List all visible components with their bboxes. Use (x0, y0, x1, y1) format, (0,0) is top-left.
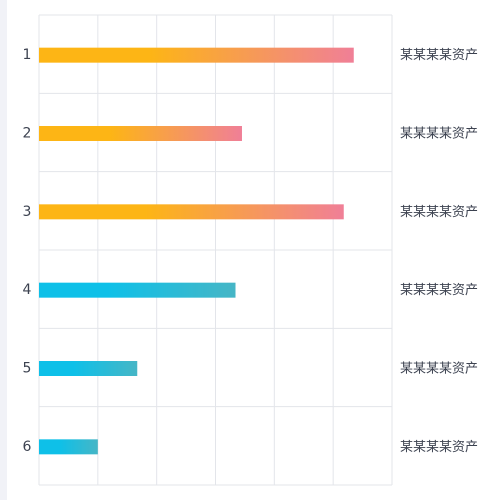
bar-3 (39, 204, 344, 220)
rank-label-3: 3 (23, 204, 32, 220)
asset-label-2: 某某某某资产 (400, 127, 478, 142)
rank-label-6: 6 (23, 439, 32, 455)
rank-label-1: 1 (23, 47, 32, 63)
asset-label-4: 某某某某资产 (400, 283, 478, 298)
bar-4 (39, 282, 236, 298)
bar-5 (39, 361, 138, 376)
grid-lines (38, 14, 393, 486)
bar-1 (39, 47, 354, 63)
asset-label-3: 某某某某资产 (400, 205, 478, 220)
asset-label-6: 某某某某资产 (400, 440, 478, 455)
bars (39, 47, 354, 455)
bar-6 (39, 439, 98, 455)
left-edge-strip (0, 0, 7, 500)
rank-label-2: 2 (23, 126, 32, 142)
rank-label-5: 5 (23, 361, 32, 377)
rank-label-4: 4 (23, 282, 32, 298)
labels: 1 某某某某资产 2 某某某某资产 3 某某某某资产 4 某某某某资产 5 某某某某资产 6 某某某某… (23, 47, 478, 455)
bar-2 (39, 126, 242, 141)
asset-label-5: 某某某某资产 (400, 362, 478, 377)
asset-label-1: 某某某某资产 (400, 48, 478, 63)
